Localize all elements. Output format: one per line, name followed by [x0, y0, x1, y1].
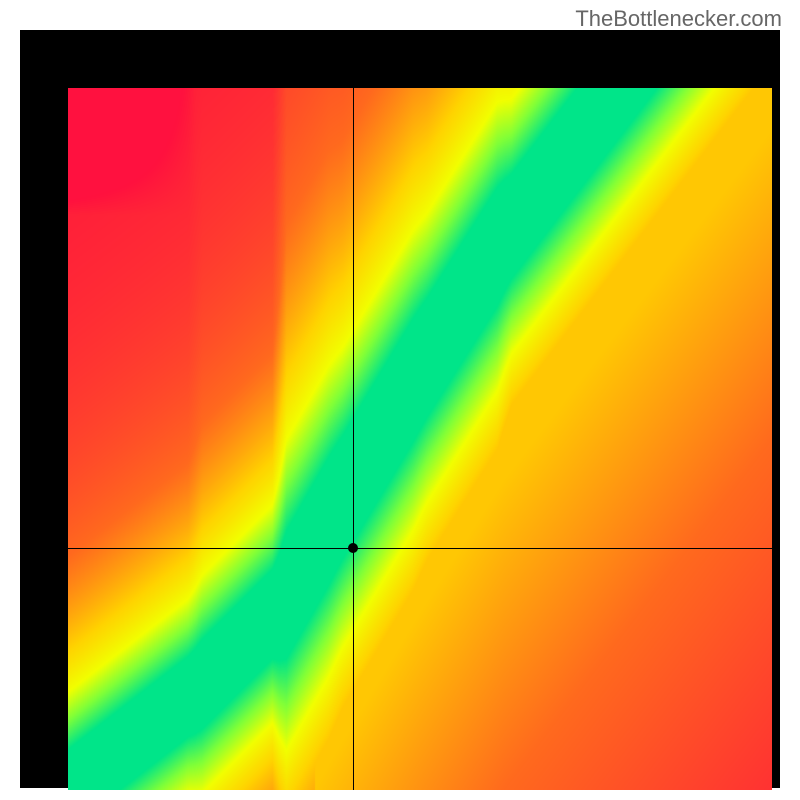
- plot-area: [68, 88, 772, 790]
- heatmap-canvas: [68, 88, 772, 790]
- watermark-text: TheBottlenecker.com: [575, 6, 782, 32]
- plot-outer-frame: [20, 30, 780, 788]
- crosshair-marker: [348, 543, 358, 553]
- crosshair-vertical: [353, 88, 354, 790]
- crosshair-horizontal: [68, 548, 772, 549]
